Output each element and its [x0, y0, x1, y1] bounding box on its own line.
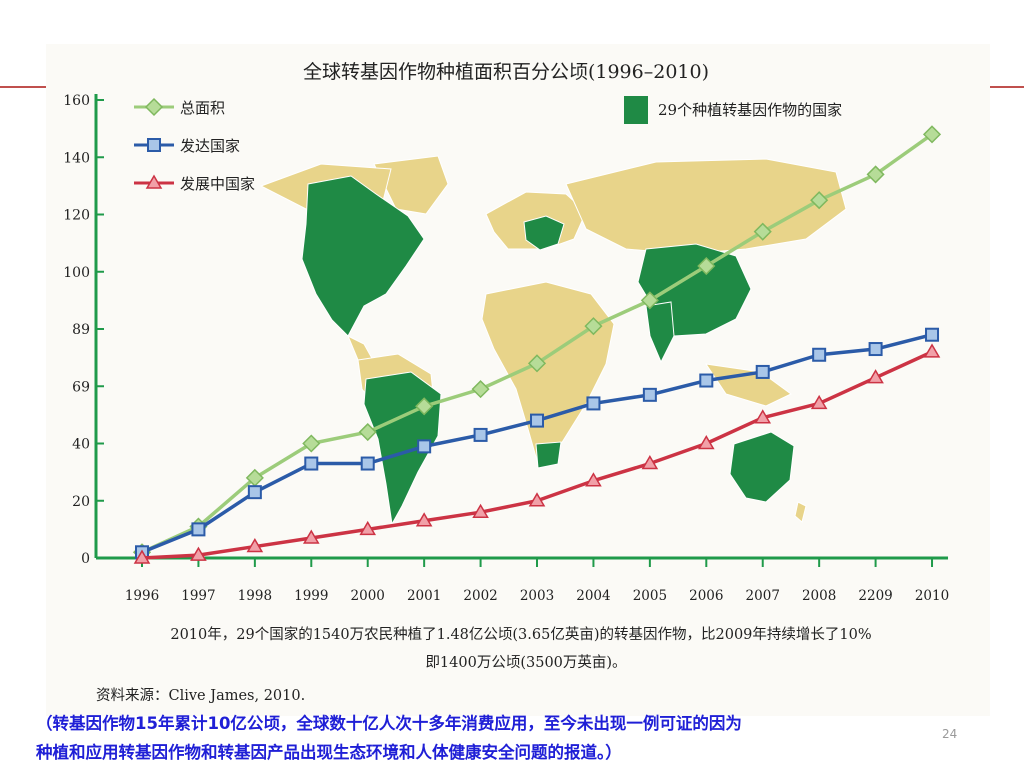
data-point-developed — [925, 327, 940, 342]
y-tick-label: 140 — [63, 150, 90, 166]
data-point-developing — [754, 409, 772, 424]
chart-figure: 全球转基因作物种植面积百分公顷(1996–2010) 29个种植转基因作物的国家 — [46, 44, 990, 716]
map-legend-label: 29个种植转基因作物的国家 — [658, 101, 842, 119]
y-tick-label: 69 — [72, 379, 90, 395]
map-south-africa — [535, 441, 562, 469]
x-tick-label: 2008 — [802, 588, 836, 604]
chart-title: 全球转基因作物种植面积百分公顷(1996–2010) — [303, 61, 709, 83]
data-point-developing — [472, 503, 489, 518]
y-tick-label: 160 — [63, 93, 90, 109]
x-tick-label: 2001 — [407, 588, 441, 604]
data-point-developed — [247, 485, 262, 500]
map-new-zealand — [794, 501, 807, 523]
y-tick-label: 89 — [72, 322, 90, 338]
gm-crop-area-chart: 全球转基因作物种植面积百分公顷(1996–2010) 29个种植转基因作物的国家 — [63, 61, 949, 704]
data-point-developing — [415, 512, 433, 527]
chart-axes: 0 20 40 69 89 100 120 140 160 1996 1997 1998 1999 200… — [63, 93, 949, 604]
map-north-america — [301, 175, 425, 337]
data-point-developed — [699, 373, 714, 388]
legend-marker-triangle — [145, 174, 163, 189]
data-point-total — [640, 291, 659, 310]
x-tick-label: 2000 — [351, 588, 385, 604]
map-legend-swatch — [624, 96, 648, 124]
data-point-total — [358, 422, 377, 442]
chart-series — [132, 125, 942, 564]
data-point-developed — [812, 347, 827, 362]
data-point-total — [697, 256, 716, 276]
data-point-developing — [190, 546, 207, 561]
data-point-developed — [868, 342, 883, 357]
data-point-developing — [810, 394, 828, 410]
data-point-developed — [473, 427, 488, 442]
data-point-total — [866, 165, 885, 184]
data-point-total — [471, 380, 490, 399]
data-point-developed — [417, 439, 432, 454]
data-point-total — [753, 222, 772, 241]
data-point-developed — [191, 522, 206, 537]
header-rule-left — [0, 86, 46, 88]
chart-source: 资料来源：Clive James, 2010. — [96, 687, 305, 704]
x-tick-label: 2002 — [463, 588, 497, 604]
data-point-total — [922, 125, 942, 144]
data-point-developing — [302, 529, 320, 544]
data-point-developed — [755, 364, 770, 379]
legend-label-developing: 发展中国家 — [180, 175, 255, 193]
world-map — [259, 155, 847, 526]
caption-line-2: 种植和应用转基因作物和转基因产品出现生态环境和人体健康安全问题的报道。） — [36, 743, 622, 762]
data-point-developing — [133, 549, 151, 564]
data-point-developed — [304, 456, 319, 471]
x-tick-label: 2209 — [858, 588, 892, 604]
legend-marker-square — [147, 138, 161, 152]
x-tick-label: 2005 — [633, 588, 667, 604]
data-point-total — [810, 191, 829, 210]
x-tick-label: 2010 — [915, 588, 949, 604]
x-tick-label: 1998 — [238, 588, 272, 604]
x-tick-label: 1997 — [181, 588, 215, 604]
legend-label-total: 总面积 — [180, 99, 225, 117]
data-point-developed — [530, 413, 545, 428]
map-asia-pale — [565, 158, 847, 255]
data-point-developing — [528, 492, 546, 507]
caption-line-1: （转基因作物15年累计10亿公顷，全球数十亿人次十多年消费应用，至今未出现一例可… — [36, 714, 742, 733]
map-greenland — [373, 155, 449, 215]
x-tick-label: 2003 — [520, 588, 554, 604]
data-point-total — [584, 317, 603, 336]
chart-note-line1: 2010年，29个国家的1540万农民种植了1.48亿公顷(3.65亿英亩)的转… — [170, 625, 871, 643]
data-point-total — [302, 434, 321, 453]
legend-marker-diamond — [144, 97, 164, 117]
data-point-developing — [585, 472, 602, 487]
x-tick-label: 2007 — [746, 588, 780, 604]
y-tick-label: 100 — [63, 265, 90, 281]
data-point-developing — [697, 435, 715, 450]
y-tick-label: 20 — [72, 494, 90, 510]
map-australia — [729, 431, 795, 503]
data-point-developed — [360, 456, 375, 471]
x-tick-label: 2004 — [576, 588, 610, 604]
y-tick-label: 0 — [81, 551, 90, 567]
legend-label-developed: 发达国家 — [180, 137, 240, 155]
x-tick-label: 1996 — [125, 588, 159, 604]
data-point-total — [527, 354, 547, 373]
map-india — [645, 301, 675, 364]
data-point-developed — [586, 396, 601, 411]
y-tick-label: 40 — [72, 437, 90, 453]
map-europe — [523, 215, 565, 251]
y-tick-label: 120 — [63, 208, 90, 224]
data-point-developing — [359, 520, 377, 536]
x-tick-label: 2006 — [689, 588, 723, 604]
data-point-total — [415, 397, 434, 416]
data-point-developing — [923, 343, 941, 358]
header-rule-right — [990, 86, 1024, 88]
data-point-developing — [246, 538, 264, 553]
x-tick-label: 1999 — [294, 588, 328, 604]
map-africa-pale — [481, 281, 615, 465]
data-point-developing — [641, 455, 659, 470]
series-legend: 总面积 发达国家 发展中国家 — [134, 97, 255, 193]
data-point-developing — [867, 369, 884, 384]
page-number: 24 — [942, 727, 958, 741]
map-southeast-asia — [704, 363, 792, 407]
chart-note-line2: 即1400万公顷(3500万英亩)。 — [425, 653, 626, 671]
data-point-developed — [642, 387, 657, 402]
